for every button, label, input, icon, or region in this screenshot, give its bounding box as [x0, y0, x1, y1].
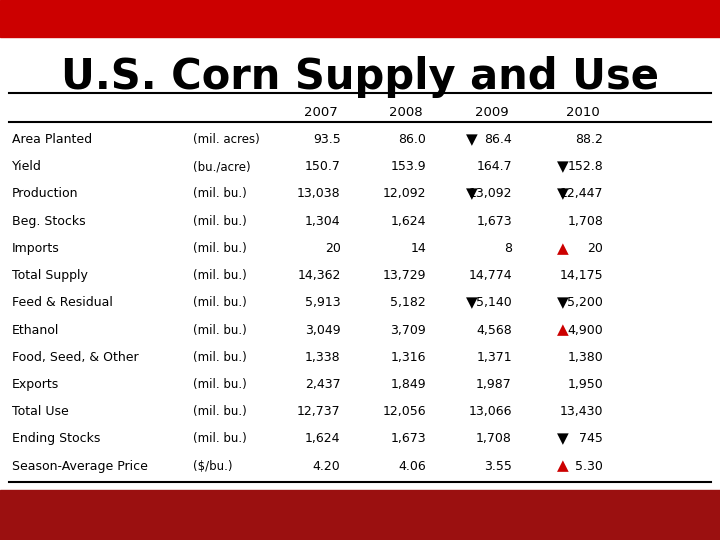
Text: 86.0: 86.0: [398, 133, 426, 146]
Text: 5,200: 5,200: [567, 296, 603, 309]
Text: 2,437: 2,437: [305, 378, 341, 391]
Text: 1,673: 1,673: [477, 214, 512, 227]
Text: 13,430: 13,430: [560, 405, 603, 418]
Text: Iowa State University: Iowa State University: [12, 497, 194, 511]
Text: 1,849: 1,849: [391, 378, 426, 391]
Text: 4.06: 4.06: [398, 460, 426, 472]
Text: Ethanol: Ethanol: [12, 323, 59, 336]
Text: Yield: Yield: [12, 160, 41, 173]
Text: Imports: Imports: [12, 242, 59, 255]
Text: 20: 20: [325, 242, 341, 255]
Text: Source: USDA: Source: USDA: [605, 509, 708, 522]
Text: 1,624: 1,624: [391, 214, 426, 227]
Text: Season-Average Price: Season-Average Price: [12, 460, 148, 472]
Text: 3,709: 3,709: [390, 323, 426, 336]
Text: 1,338: 1,338: [305, 350, 341, 364]
Text: 14: 14: [410, 242, 426, 255]
Text: 12,447: 12,447: [560, 187, 603, 200]
Text: 2008: 2008: [390, 106, 423, 119]
Text: 5,140: 5,140: [476, 296, 512, 309]
Text: 1,304: 1,304: [305, 214, 341, 227]
Text: ▼: ▼: [557, 159, 569, 174]
Text: ▲: ▲: [557, 458, 569, 474]
Text: Exports: Exports: [12, 378, 59, 391]
Text: ▼: ▼: [467, 186, 478, 201]
Text: 1,316: 1,316: [391, 350, 426, 364]
Text: 1,380: 1,380: [567, 350, 603, 364]
Text: 3,049: 3,049: [305, 323, 341, 336]
Text: ▲: ▲: [557, 241, 569, 256]
Text: 1,371: 1,371: [477, 350, 512, 364]
Text: 1,950: 1,950: [567, 378, 603, 391]
Text: ▼: ▼: [467, 295, 478, 310]
Text: Food, Seed, & Other: Food, Seed, & Other: [12, 350, 138, 364]
Text: 3.55: 3.55: [484, 460, 512, 472]
Text: (mil. bu.): (mil. bu.): [193, 433, 247, 446]
Text: Feed & Residual: Feed & Residual: [12, 296, 112, 309]
Text: ▼: ▼: [557, 186, 569, 201]
Text: ▲: ▲: [557, 322, 569, 338]
Text: 4,568: 4,568: [476, 323, 512, 336]
Text: 86.4: 86.4: [484, 133, 512, 146]
Text: (mil. bu.): (mil. bu.): [193, 242, 247, 255]
Text: 12,737: 12,737: [297, 405, 341, 418]
Text: 1,624: 1,624: [305, 433, 341, 446]
Text: 1,708: 1,708: [567, 214, 603, 227]
Text: ▼: ▼: [467, 132, 478, 147]
Text: Production: Production: [12, 187, 78, 200]
Text: Ending Stocks: Ending Stocks: [12, 433, 100, 446]
Text: 2010: 2010: [567, 106, 600, 119]
Text: (mil. bu.): (mil. bu.): [193, 323, 247, 336]
Text: 12,092: 12,092: [383, 187, 426, 200]
Text: Total Use: Total Use: [12, 405, 68, 418]
Text: Beg. Stocks: Beg. Stocks: [12, 214, 85, 227]
Text: (mil. bu.): (mil. bu.): [193, 187, 247, 200]
Text: 5,913: 5,913: [305, 296, 341, 309]
Text: 164.7: 164.7: [477, 160, 512, 173]
Text: ▼: ▼: [557, 295, 569, 310]
Text: 5.30: 5.30: [575, 460, 603, 472]
Text: 8: 8: [504, 242, 512, 255]
Text: Total Supply: Total Supply: [12, 269, 87, 282]
Text: (mil. acres): (mil. acres): [193, 133, 260, 146]
Text: 93.5: 93.5: [312, 133, 341, 146]
Text: U.S. Corn Supply and Use: U.S. Corn Supply and Use: [61, 56, 659, 98]
Text: 13,729: 13,729: [383, 269, 426, 282]
Text: ▼: ▼: [557, 431, 569, 447]
Text: 745: 745: [580, 433, 603, 446]
Text: 152.8: 152.8: [567, 160, 603, 173]
Text: 1,708: 1,708: [476, 433, 512, 446]
Text: (mil. bu.): (mil. bu.): [193, 350, 247, 364]
Text: 153.9: 153.9: [391, 160, 426, 173]
Text: 13,092: 13,092: [469, 187, 512, 200]
Text: 1,673: 1,673: [391, 433, 426, 446]
Text: (mil. bu.): (mil. bu.): [193, 405, 247, 418]
Text: 2007: 2007: [304, 106, 337, 119]
Text: University Extension/Department of Economics: University Extension/Department of Econo…: [12, 522, 261, 531]
Text: (bu./acre): (bu./acre): [193, 160, 251, 173]
Text: 2009: 2009: [475, 106, 508, 119]
Text: 13,038: 13,038: [297, 187, 341, 200]
Text: (mil. bu.): (mil. bu.): [193, 269, 247, 282]
Text: ($/bu.): ($/bu.): [193, 460, 233, 472]
Text: (mil. bu.): (mil. bu.): [193, 296, 247, 309]
Text: 150.7: 150.7: [305, 160, 341, 173]
Text: 88.2: 88.2: [575, 133, 603, 146]
Text: 5,182: 5,182: [390, 296, 426, 309]
Text: 20: 20: [588, 242, 603, 255]
Text: (mil. bu.): (mil. bu.): [193, 214, 247, 227]
Text: 14,362: 14,362: [297, 269, 341, 282]
Text: (mil. bu.): (mil. bu.): [193, 378, 247, 391]
Text: 4,900: 4,900: [567, 323, 603, 336]
Text: 12,056: 12,056: [382, 405, 426, 418]
Text: 1,987: 1,987: [476, 378, 512, 391]
Text: 14,774: 14,774: [468, 269, 512, 282]
Text: 13,066: 13,066: [469, 405, 512, 418]
Text: 14,175: 14,175: [559, 269, 603, 282]
Text: 4.20: 4.20: [312, 460, 341, 472]
Text: Area Planted: Area Planted: [12, 133, 91, 146]
